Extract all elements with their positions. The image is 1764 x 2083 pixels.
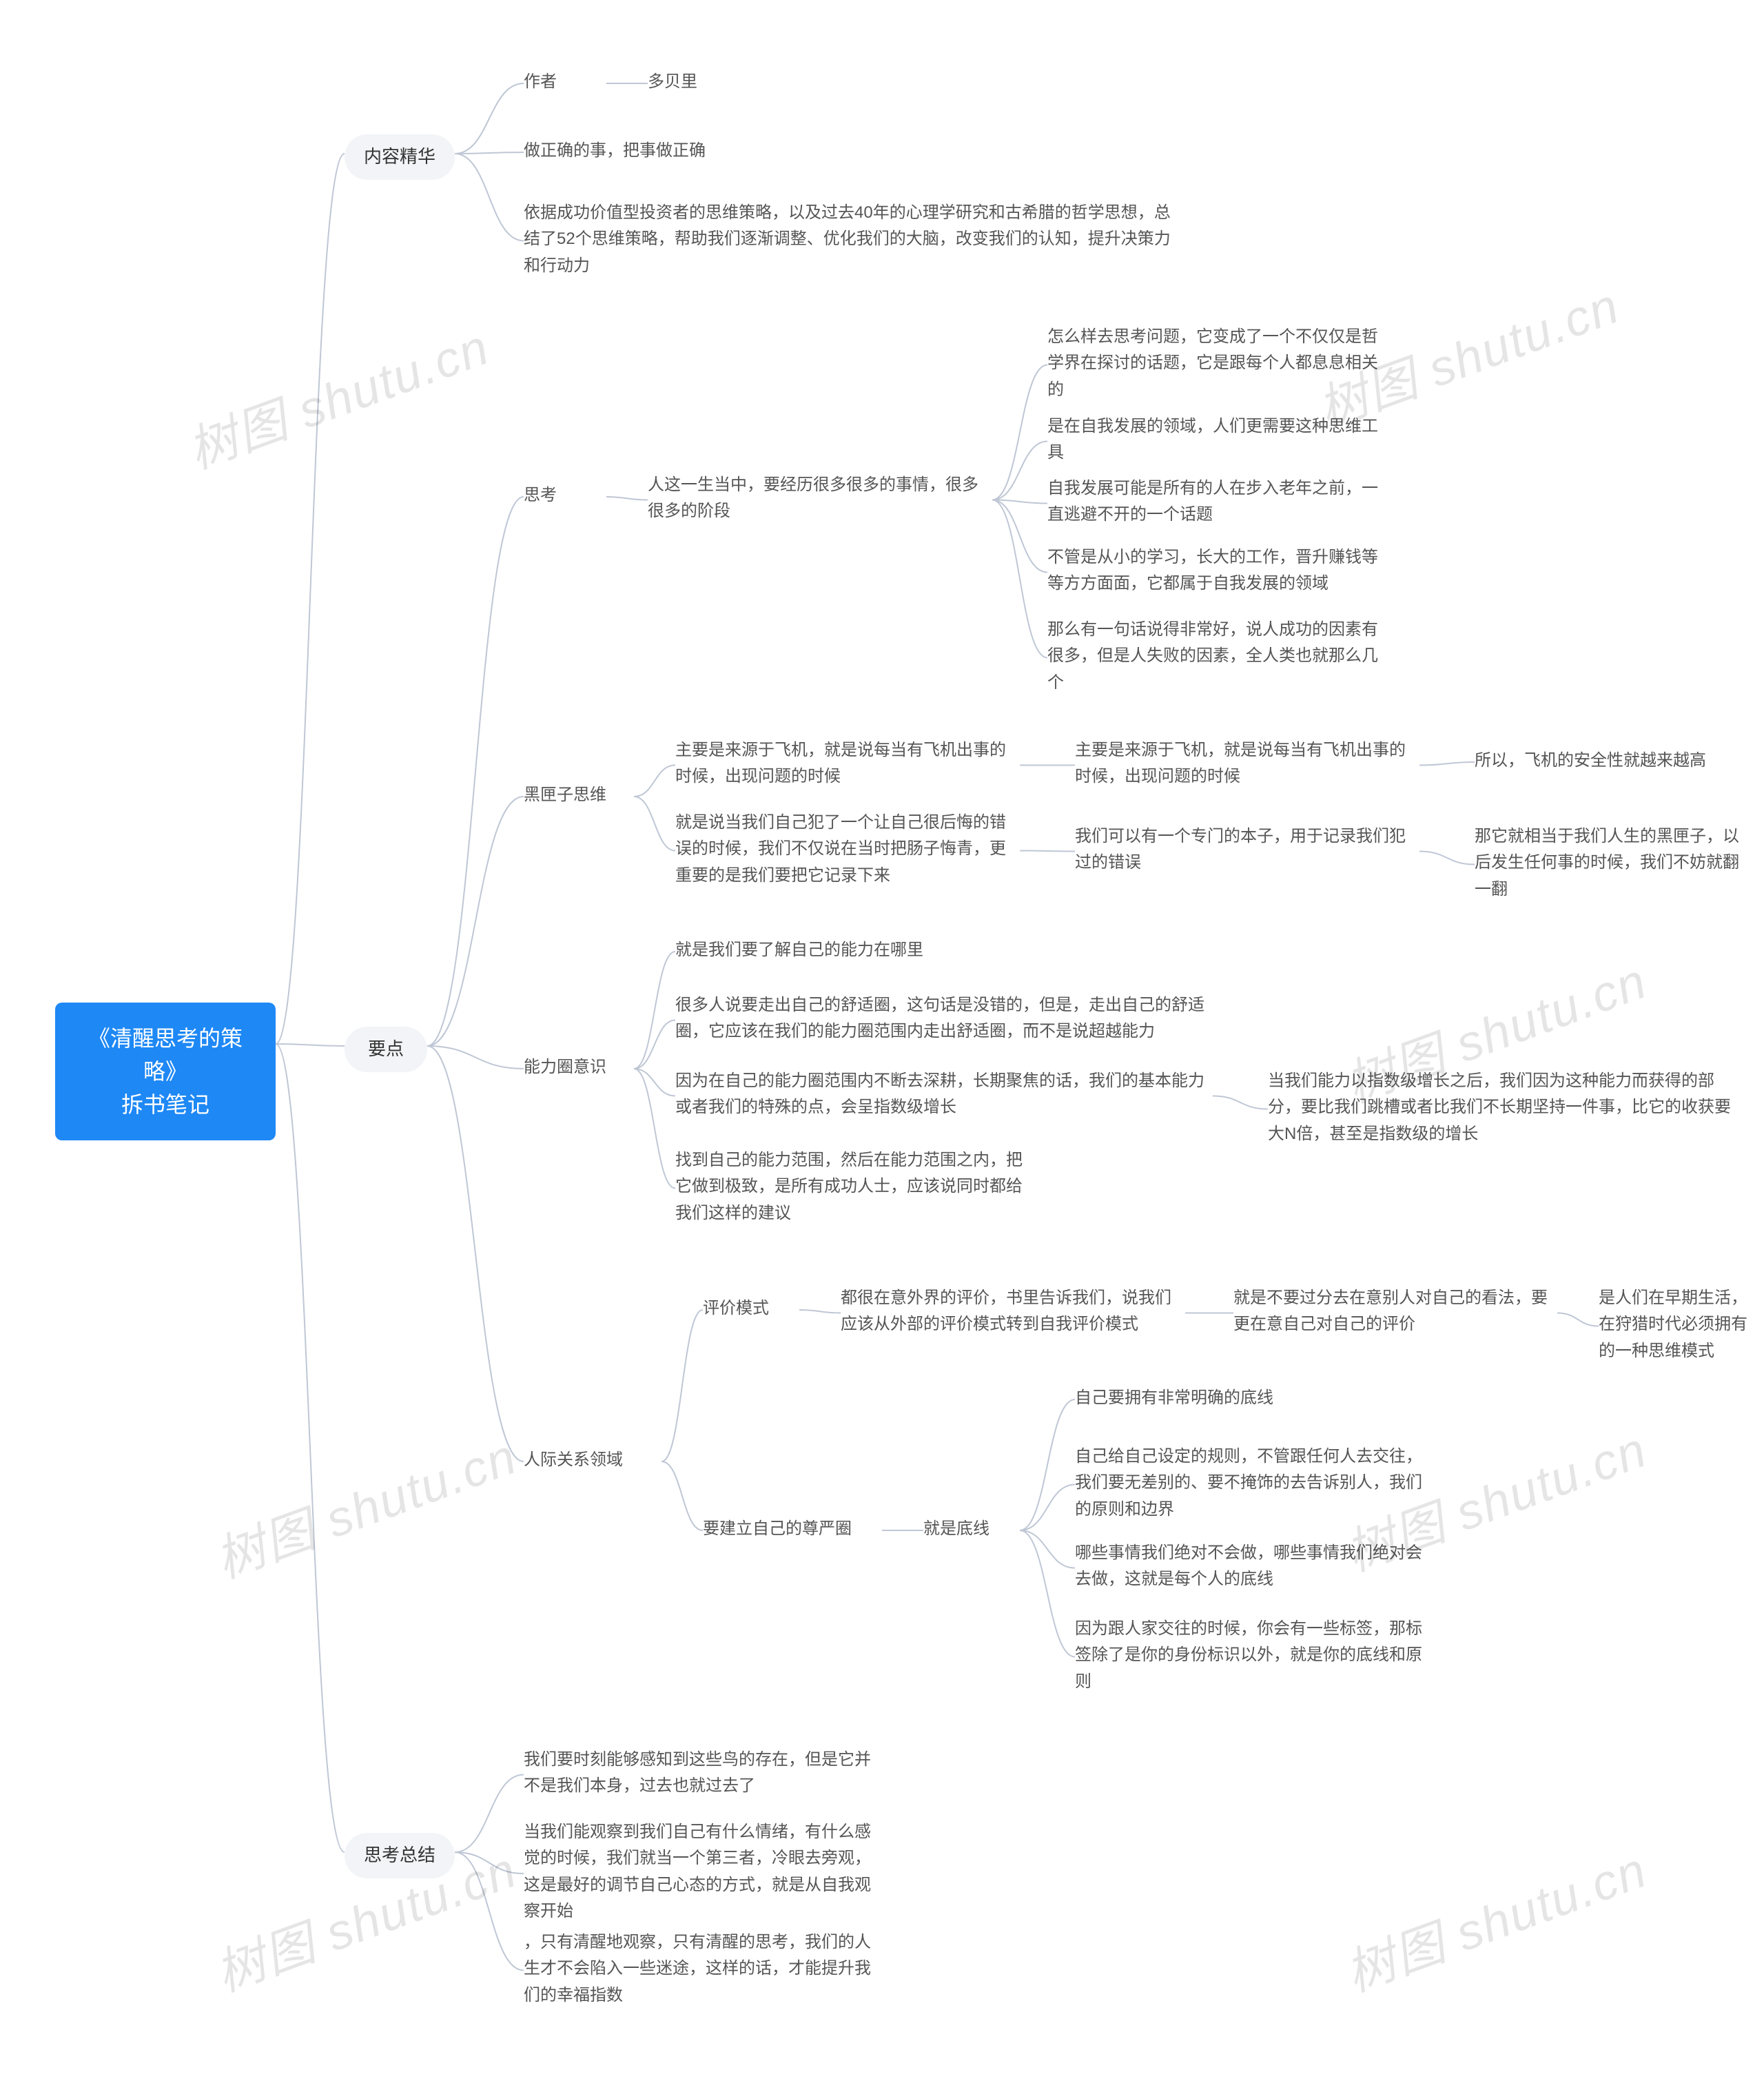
node-rj1b[interactable]: 就是不要过分去在意别人对自己的看法，要更在意自己对自己的评价 — [1233, 1285, 1557, 1338]
node-hx[interactable]: 黑匣子思维 — [524, 782, 634, 808]
node-sikao2[interactable]: 是在自我发展的领域，人们更需要这种思维工具 — [1047, 413, 1392, 466]
node-zj1[interactable]: 我们要时刻能够感知到这些鸟的存在，但是它并不是我们本身，过去也就过去了 — [524, 1747, 882, 1800]
node-rj1[interactable]: 评价模式 — [703, 1295, 799, 1322]
node-hx2[interactable]: 就是说当我们自己犯了一个让自己很后悔的错误的时候，我们不仅说在当时把肠子悔青，更… — [675, 810, 1020, 889]
node-rj1a[interactable]: 都很在意外界的评价，书里告诉我们，说我们应该从外部的评价模式转到自我评价模式 — [841, 1285, 1185, 1338]
edge-rj1b-rj1c — [1557, 1313, 1599, 1326]
node-rj2a3[interactable]: 哪些事情我们绝对不会做，哪些事情我们绝对会去做，这就是每个人的底线 — [1075, 1540, 1433, 1593]
mindmap-canvas: 《清醒思考的策略》 拆书笔记 内容精华要点思考总结 作者 多贝里做正确的事，把事做正确… — [0, 0, 1764, 2083]
edge-c2-hx — [427, 797, 524, 1046]
node-rj1c[interactable]: 是人们在早期生活，在狩猎时代必须拥有的一种思维模式 — [1599, 1285, 1757, 1364]
node-nlq4[interactable]: 找到自己的能力范围，然后在能力范围之内，把它做到极致，是所有成功人士，应该说同时… — [675, 1147, 1034, 1227]
edge-nlq3-nlq3b — [1213, 1096, 1268, 1109]
node-c3[interactable]: 思考总结 — [345, 1833, 455, 1878]
node-zj3[interactable]: ，只有清醒地观察，只有清醒的思考，我们的人生才不会陷入一些迷途，这样的话，才能提… — [524, 1929, 882, 2009]
node-c1c[interactable]: 依据成功价值型投资者的思维策略，以及过去40年的心理学研究和古希腊的哲学思想，总… — [524, 200, 1171, 279]
edge-sikao0-sikao3 — [992, 500, 1047, 504]
node-zj2[interactable]: 当我们能观察到我们自己有什么情绪，有什么感觉的时候，我们就当一个第三者，冷眼去旁… — [524, 1819, 882, 1925]
watermark-6: 树图 shutu.cn — [1334, 1829, 1655, 2005]
node-nlq3b[interactable]: 当我们能力以指数级增长之后，我们因为这种能力而获得的部分，要比我们跳槽或者比我们… — [1268, 1068, 1736, 1147]
node-rj2a1[interactable]: 自己要拥有非常明确的底线 — [1075, 1385, 1323, 1411]
node-hx1[interactable]: 主要是来源于飞机，就是说每当有飞机出事的时候，出现问题的时候 — [675, 737, 1020, 790]
edge-nlq-nlq1 — [634, 952, 675, 1069]
node-sikao4[interactable]: 不管是从小的学习，长大的工作，晋升赚钱等等方方面面，它都属于自我发展的领域 — [1047, 544, 1392, 597]
edge-c1-c1c — [455, 154, 524, 241]
edge-nlq-nlq3 — [634, 1069, 675, 1096]
node-hx2c[interactable]: 那它就相当于我们人生的黑匣子，以后发生任何事的时候，我们不妨就翻一翻 — [1475, 823, 1750, 903]
node-c1b[interactable]: 做正确的事，把事做正确 — [524, 138, 772, 164]
node-nlq1[interactable]: 就是我们要了解自己的能力在哪里 — [675, 937, 965, 963]
edge-nlq-nlq4 — [634, 1069, 675, 1189]
watermark-3: 树图 shutu.cn — [204, 1416, 525, 1592]
edge-c3-zj3 — [455, 1852, 524, 1971]
node-hx1c[interactable]: 所以，飞机的安全性就越来越高 — [1475, 748, 1736, 774]
edge-root-c2 — [276, 1044, 345, 1046]
edge-sikao0-sikao1 — [992, 365, 1047, 500]
node-rj2a4[interactable]: 因为跟人家交往的时候，你会有一些标签，那标签除了是你的身份标识以外，就是你的底线… — [1075, 1616, 1433, 1695]
node-hx1b[interactable]: 主要是来源于飞机，就是说每当有飞机出事的时候，出现问题的时候 — [1075, 737, 1419, 790]
edge-hx1b-hx1c — [1419, 762, 1475, 766]
edge-c1-c1a — [455, 83, 524, 154]
edge-c2-nlq — [427, 1046, 524, 1069]
node-nlq3[interactable]: 因为在自己的能力圈范围内不断去深耕，长期聚焦的话，我们的基本能力或者我们的特殊的… — [675, 1068, 1213, 1121]
edge-rj-rj1 — [662, 1310, 703, 1461]
edge-sikao0-sikao5 — [992, 500, 1047, 658]
node-sikao0[interactable]: 人这一生当中，要经历很多很多的事情，很多很多的阶段 — [648, 472, 992, 525]
edge-rj2a-rj2a4 — [1020, 1530, 1075, 1657]
node-c2[interactable]: 要点 — [345, 1027, 427, 1072]
node-root[interactable]: 《清醒思考的策略》 拆书笔记 — [55, 1003, 276, 1140]
edge-c2-sikao — [427, 497, 524, 1046]
node-c1a1[interactable]: 多贝里 — [648, 69, 744, 95]
edge-sikao-sikao0 — [606, 497, 648, 500]
edge-c2-rj — [427, 1046, 524, 1461]
node-c1a[interactable]: 作者 — [524, 69, 606, 95]
node-rj2[interactable]: 要建立自己的尊严圈 — [703, 1516, 882, 1542]
node-sikao1[interactable]: 怎么样去思考问题，它变成了一个不仅仅是哲学界在探讨的话题，它是跟每个人都息息相关… — [1047, 324, 1392, 403]
node-rj2a2[interactable]: 自己给自己设定的规则，不管跟任何人去交往，我们要无差别的、要不掩饰的去告诉别人，… — [1075, 1444, 1433, 1523]
edge-rj1-rj1a — [799, 1310, 841, 1313]
edge-root-c1 — [276, 154, 345, 1044]
edge-hx2b-hx2c — [1419, 852, 1475, 865]
node-rj[interactable]: 人际关系领域 — [524, 1447, 662, 1473]
edge-hx-hx2 — [634, 797, 675, 851]
edge-rj2a-rj2a1 — [1020, 1399, 1075, 1530]
edge-sikao0-sikao4 — [992, 500, 1047, 573]
edge-sikao0-sikao2 — [992, 442, 1047, 500]
node-rj2a[interactable]: 就是底线 — [923, 1516, 1020, 1542]
node-sikao3[interactable]: 自我发展可能是所有的人在步入老年之前，一直逃避不开的一个话题 — [1047, 475, 1392, 529]
edge-root-c3 — [276, 1044, 345, 1852]
edge-hx-hx1 — [634, 766, 675, 797]
watermark-0: 树图 shutu.cn — [176, 307, 498, 482]
node-hx2b[interactable]: 我们可以有一个专门的本子，用于记录我们犯过的错误 — [1075, 823, 1419, 876]
node-c1[interactable]: 内容精华 — [345, 134, 455, 180]
edge-rj-rj2 — [662, 1461, 703, 1530]
node-nlq[interactable]: 能力圈意识 — [524, 1054, 634, 1080]
edge-hx2-hx2b — [1020, 851, 1075, 852]
edge-rj2a-rj2a3 — [1020, 1530, 1075, 1568]
edge-c3-zj2 — [455, 1852, 524, 1874]
edge-rj2a-rj2a2 — [1020, 1485, 1075, 1531]
edge-c1-c1b — [455, 152, 524, 154]
node-nlq2[interactable]: 很多人说要走出自己的舒适圈，这句话是没错的，但是，走出自己的舒适圈，它应该在我们… — [675, 992, 1213, 1045]
node-sikao5[interactable]: 那么有一句话说得非常好，说人成功的因素有很多，但是人失败的因素，全人类也就那么几… — [1047, 617, 1392, 696]
edge-nlq-nlq2 — [634, 1020, 675, 1069]
node-sikao[interactable]: 思考 — [524, 482, 606, 509]
edge-c3-zj1 — [455, 1775, 524, 1853]
